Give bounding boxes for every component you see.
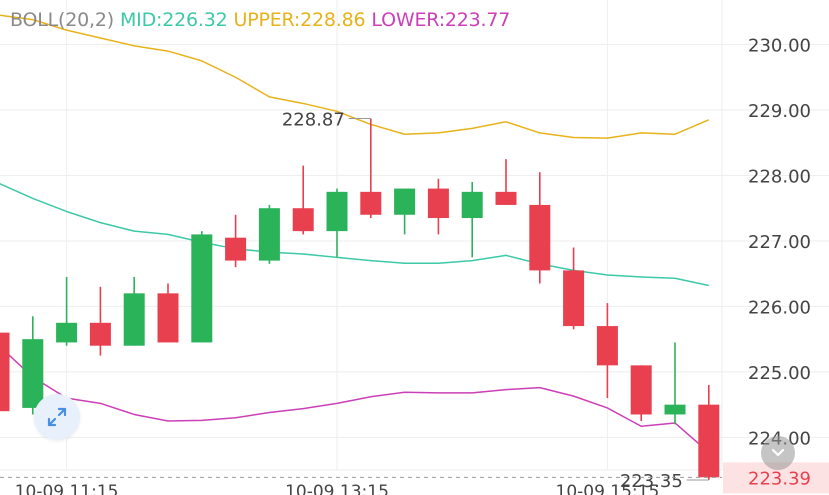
boll-upper-line [0,14,710,139]
candle-down [630,365,652,422]
candle-down [89,286,111,356]
boll-legend: BOLL(20,2) MID:226.32 UPPER:228.86 LOWER:22… [10,9,516,31]
chevron-down-icon[interactable] [761,436,795,470]
candle-body [89,322,111,346]
candle-up [191,231,213,343]
bollinger-bands [0,14,710,454]
grid-lines [0,0,829,471]
candle-down [0,332,10,412]
boll-indicator-label: BOLL(20,2) [10,9,114,31]
candle-body [56,322,78,343]
high-price-label: 228.87 [282,110,345,131]
candle-down [292,165,314,235]
candle-down [495,159,517,205]
y-tick-label: 230.00 [748,36,811,57]
candle-body [22,339,44,408]
axis-labels: 230.00229.00228.00227.00226.00225.00224.… [0,36,829,495]
candle-body [157,293,179,343]
y-tick-label: 225.00 [748,363,811,384]
candle-body [326,191,348,232]
candle-down [360,118,382,219]
candle-body [394,188,416,215]
boll-mid-line [0,182,709,287]
candle-body [698,404,720,478]
y-tick-label: 228.00 [748,166,811,187]
candle-up [394,188,416,235]
candle-down [529,172,551,284]
x-tick-label: 10-09 11:15 [15,482,119,495]
candle-up [22,316,44,415]
boll-mid-value: MID:226.32 [119,9,228,31]
candle-up [326,188,348,258]
candle-body [630,365,652,415]
y-tick-label: 227.00 [748,232,811,253]
boll-lower-line [0,345,710,454]
candle-up [56,276,78,346]
candle-body [191,234,213,343]
candle-body [360,191,382,215]
candle-body [292,208,314,232]
candle-body [461,191,483,219]
candle-up [258,204,280,264]
x-tick-label: 10-09 13:15 [285,482,389,495]
candle-up [664,342,686,425]
candle-down [427,178,449,235]
candle-up [123,276,145,346]
candle-body [529,204,551,271]
candle-body [664,404,686,415]
y-tick-label: 226.00 [748,297,811,318]
boll-upper-value: UPPER:228.86 [233,9,366,31]
y-tick-label: 229.00 [748,101,811,122]
x-tick-label: 10-09 15:15 [556,482,660,495]
candle-down [563,247,585,330]
candle-body [427,188,449,219]
candle-body [0,332,10,412]
candle-down [225,214,247,268]
current-price-label: 223.39 [748,468,811,489]
candle-down [698,385,720,480]
candle-up [461,182,483,258]
candle-down [157,283,179,343]
expand-arrows-icon[interactable] [34,394,80,440]
candles [0,118,720,480]
candle-body [596,326,618,366]
candle-body [258,208,280,261]
candle-down [596,303,618,399]
candle-body [225,237,247,261]
candle-body [563,270,585,327]
candle-body [123,293,145,346]
boll-lower-value: LOWER:223.77 [371,9,511,31]
candle-body [495,191,517,205]
low-price-label: 223.35 [620,471,683,492]
